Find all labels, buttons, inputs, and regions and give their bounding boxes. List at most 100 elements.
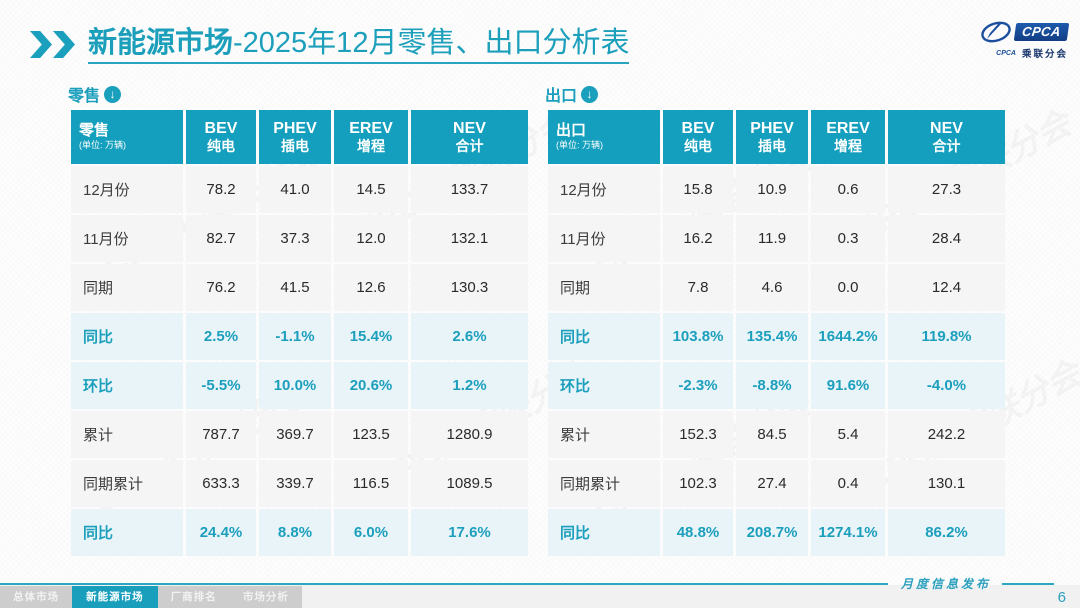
value-cell: 14.5 bbox=[334, 166, 408, 213]
table-row: 环比 -5.5% 10.0% 20.6% 1.2% bbox=[71, 362, 528, 409]
value-cell: 78.2 bbox=[186, 166, 256, 213]
row-label-cell: 同比 bbox=[71, 509, 183, 556]
chevron-icon bbox=[53, 31, 75, 58]
cpca-logo-sub-en: CPCA bbox=[996, 49, 1016, 57]
value-cell: 17.6% bbox=[411, 509, 528, 556]
value-cell: 132.1 bbox=[411, 215, 528, 262]
value-cell: 12.0 bbox=[334, 215, 408, 262]
retail-table: 零售 (单位: 万辆) BEV 纯电 PHEV 插电 EREV 增程 NEV 合计 12月份 78.… bbox=[68, 108, 531, 558]
page-title: 新能源市场-2025年12月零售、出口分析表 bbox=[88, 27, 630, 65]
table-row: 同期累计 633.3 339.7 116.5 1089.5 bbox=[71, 460, 528, 507]
value-cell: -2.3% bbox=[663, 362, 733, 409]
value-cell: 123.5 bbox=[334, 411, 408, 458]
row-label-cell: 累计 bbox=[548, 411, 660, 458]
cpca-logo-text: CPCA bbox=[1013, 23, 1070, 41]
value-cell: 0.3 bbox=[811, 215, 885, 262]
value-cell: 0.0 bbox=[811, 264, 885, 311]
retail-panel: 零售 ↓ 零售 (单位: 万辆) BEV 纯电 PHEV 插电 EREV 增程 NEV 合计 12… bbox=[68, 84, 531, 558]
table-row: 同期 76.2 41.5 12.6 130.3 bbox=[71, 264, 528, 311]
export-section-head: 出口 ↓ bbox=[545, 84, 1008, 105]
value-cell: 130.1 bbox=[888, 460, 1005, 507]
value-cell: 11.9 bbox=[736, 215, 808, 262]
row-label-cell: 同比 bbox=[548, 509, 660, 556]
page-title-rest: -2025年12月零售、出口分析表 bbox=[233, 27, 630, 59]
table-row: 11月份 82.7 37.3 12.0 132.1 bbox=[71, 215, 528, 262]
row-label-cell: 同期 bbox=[71, 264, 183, 311]
value-cell: 76.2 bbox=[186, 264, 256, 311]
row-label-cell: 环比 bbox=[548, 362, 660, 409]
row-label-cell: 累计 bbox=[71, 411, 183, 458]
table-row: 环比 -2.3% -8.8% 91.6% -4.0% bbox=[548, 362, 1005, 409]
table-row: 同比 2.5% -1.1% 15.4% 2.6% bbox=[71, 313, 528, 360]
value-cell: 4.6 bbox=[736, 264, 808, 311]
corner-unit: (单位: 万辆) bbox=[79, 139, 126, 150]
column-header-cell: BEV 纯电 bbox=[186, 110, 256, 164]
table-row: 累计 787.7 369.7 123.5 1280.9 bbox=[71, 411, 528, 458]
column-header-cell: PHEV 插电 bbox=[259, 110, 331, 164]
retail-section-head: 零售 ↓ bbox=[68, 84, 531, 105]
table-row: 12月份 78.2 41.0 14.5 133.7 bbox=[71, 166, 528, 213]
value-cell: 242.2 bbox=[888, 411, 1005, 458]
corner-label: 出口 bbox=[556, 122, 587, 140]
value-cell: 28.4 bbox=[888, 215, 1005, 262]
bottom-tab[interactable]: 厂商排名 bbox=[170, 591, 217, 603]
value-cell: 41.0 bbox=[259, 166, 331, 213]
value-cell: 103.8% bbox=[663, 313, 733, 360]
footer-divider-line bbox=[0, 583, 888, 585]
value-cell: 339.7 bbox=[259, 460, 331, 507]
bottom-tabs: 总体市场 新能源市场 厂商排名 市场分析 bbox=[0, 586, 302, 608]
row-label-cell: 12月份 bbox=[548, 166, 660, 213]
value-cell: 16.2 bbox=[663, 215, 733, 262]
value-cell: 633.3 bbox=[186, 460, 256, 507]
value-cell: 102.3 bbox=[663, 460, 733, 507]
value-cell: 48.8% bbox=[663, 509, 733, 556]
value-cell: 20.6% bbox=[334, 362, 408, 409]
bottom-tab[interactable]: 市场分析 bbox=[242, 591, 289, 603]
value-cell: 27.4 bbox=[736, 460, 808, 507]
row-label-cell: 11月份 bbox=[548, 215, 660, 262]
column-header-cell: EREV 增程 bbox=[334, 110, 408, 164]
column-header-cell: BEV 纯电 bbox=[663, 110, 733, 164]
value-cell: -8.8% bbox=[736, 362, 808, 409]
export-panel: 出口 ↓ 出口 (单位: 万辆) BEV 纯电 PHEV 插电 EREV 增程 NEV 合计 12… bbox=[545, 84, 1008, 558]
down-arrow-circle-icon: ↓ bbox=[104, 85, 122, 103]
corner-unit: (单位: 万辆) bbox=[556, 139, 603, 150]
down-arrow-circle-icon: ↓ bbox=[581, 85, 599, 103]
value-cell: 12.4 bbox=[888, 264, 1005, 311]
bottom-tab[interactable]: 新能源市场 bbox=[72, 586, 158, 608]
table-row: 11月份 16.2 11.9 0.3 28.4 bbox=[548, 215, 1005, 262]
value-cell: 135.4% bbox=[736, 313, 808, 360]
row-label-cell: 同期 bbox=[548, 264, 660, 311]
table-row: 同期累计 102.3 27.4 0.4 130.1 bbox=[548, 460, 1005, 507]
row-label-cell: 同比 bbox=[71, 313, 183, 360]
value-cell: 8.8% bbox=[259, 509, 331, 556]
value-cell: 0.4 bbox=[811, 460, 885, 507]
value-cell: 1274.1% bbox=[811, 509, 885, 556]
value-cell: 41.5 bbox=[259, 264, 331, 311]
cpca-logo: CPCA CPCA 乘联分会 bbox=[972, 19, 1070, 60]
value-cell: 6.0% bbox=[334, 509, 408, 556]
table-row: 累计 152.3 84.5 5.4 242.2 bbox=[548, 411, 1005, 458]
cpca-logo-sub-cn: 乘联分会 bbox=[1021, 49, 1068, 60]
value-cell: -1.1% bbox=[259, 313, 331, 360]
table-row: 12月份 15.8 10.9 0.6 27.3 bbox=[548, 166, 1005, 213]
row-label-cell: 11月份 bbox=[71, 215, 183, 262]
table-corner-cell: 出口 (单位: 万辆) bbox=[548, 110, 660, 164]
value-cell: 15.8 bbox=[663, 166, 733, 213]
column-header-cell: NEV 合计 bbox=[411, 110, 528, 164]
row-label-cell: 12月份 bbox=[71, 166, 183, 213]
page-number: 6 bbox=[1057, 589, 1066, 606]
value-cell: 10.9 bbox=[736, 166, 808, 213]
value-cell: 12.6 bbox=[334, 264, 408, 311]
value-cell: 15.4% bbox=[334, 313, 408, 360]
value-cell: 2.6% bbox=[411, 313, 528, 360]
value-cell: 10.0% bbox=[259, 362, 331, 409]
bottom-tab[interactable]: 总体市场 bbox=[13, 591, 60, 603]
value-cell: 84.5 bbox=[736, 411, 808, 458]
row-label-cell: 同比 bbox=[548, 313, 660, 360]
value-cell: 152.3 bbox=[663, 411, 733, 458]
table-row: 同比 48.8% 208.7% 1274.1% 86.2% bbox=[548, 509, 1005, 556]
table-corner-cell: 零售 (单位: 万辆) bbox=[71, 110, 183, 164]
value-cell: 787.7 bbox=[186, 411, 256, 458]
table-row: 同比 103.8% 135.4% 1644.2% 119.8% bbox=[548, 313, 1005, 360]
